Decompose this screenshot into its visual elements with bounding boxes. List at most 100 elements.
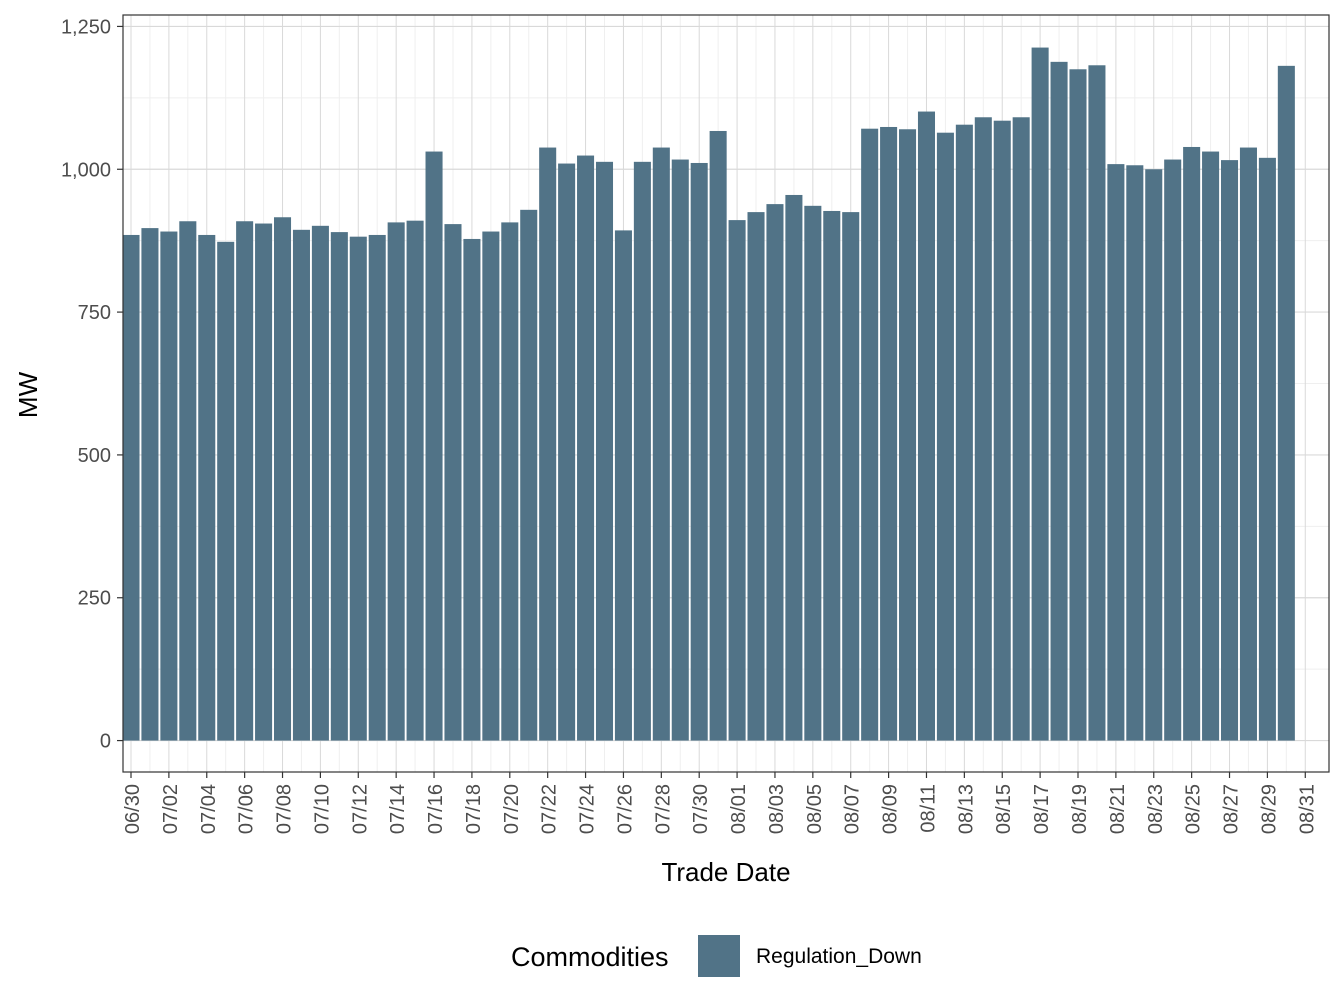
x-tick-label: 08/05 xyxy=(804,784,826,834)
bar-08-19 xyxy=(1069,69,1087,741)
bar-07-25 xyxy=(595,161,614,741)
bar-08-14 xyxy=(974,117,992,741)
x-axis: 06/30 07/02 07/04 07/06 07/08 07/10 07/12 07/14… xyxy=(122,772,1318,834)
x-tick-label: 07/06 xyxy=(236,784,258,834)
bar-08-23 xyxy=(1145,169,1163,741)
bar-07-12 xyxy=(349,236,367,741)
bar-08-07 xyxy=(842,212,860,741)
x-tick-label: 07/02 xyxy=(160,784,182,834)
legend-label-regulation-down: Regulation_Down xyxy=(756,945,922,968)
y-tick-label: 0 xyxy=(100,731,111,753)
x-tick-label: 08/27 xyxy=(1221,784,1243,834)
bar-08-03 xyxy=(766,204,784,741)
x-tick-label: 08/01 xyxy=(728,784,750,834)
x-tick-label: 08/07 xyxy=(842,784,864,834)
bar-08-02 xyxy=(747,212,765,741)
y-tick-label: 750 xyxy=(78,302,111,324)
bar-07-21 xyxy=(520,209,538,741)
x-tick-label: 07/20 xyxy=(501,784,523,834)
y-tick-label: 1,250 xyxy=(61,16,111,38)
bar-07-28 xyxy=(652,147,670,741)
bar-07-11 xyxy=(330,232,348,741)
bar-07-22 xyxy=(539,147,557,741)
bar-07-18 xyxy=(463,238,481,741)
bar-06-30 xyxy=(122,234,140,741)
legend-title: Commodities xyxy=(511,942,669,972)
x-axis-title: Trade Date xyxy=(661,857,790,887)
bar-08-30 xyxy=(1277,65,1295,741)
bar-08-16 xyxy=(1012,117,1030,741)
bar-08-28 xyxy=(1239,147,1257,741)
x-tick-label: 07/18 xyxy=(463,784,485,834)
bar-07-04 xyxy=(198,234,216,741)
bar-08-13 xyxy=(955,124,973,741)
x-tick-label: 07/08 xyxy=(274,784,296,834)
x-tick-label: 08/11 xyxy=(917,784,939,833)
x-tick-label: 08/19 xyxy=(1069,784,1091,834)
bar-08-29 xyxy=(1258,157,1276,741)
x-tick-label: 07/28 xyxy=(652,784,674,834)
y-tick-label: 1,000 xyxy=(61,159,111,181)
bar-07-06 xyxy=(236,221,254,741)
x-tick-label: 08/03 xyxy=(766,784,788,834)
bar-08-20 xyxy=(1088,65,1106,741)
bar-07-26 xyxy=(614,230,632,741)
legend: Commodities Regulation_Down xyxy=(511,935,922,977)
bar-07-24 xyxy=(577,155,595,741)
bar-07-15 xyxy=(406,220,424,741)
bar-08-04 xyxy=(785,194,803,741)
bar-07-20 xyxy=(501,222,519,741)
x-tick-label: 08/25 xyxy=(1183,784,1205,834)
bar-07-07 xyxy=(255,223,273,741)
plot-panel-border xyxy=(122,14,1330,773)
bar-07-13 xyxy=(368,234,386,741)
y-tick-label: 500 xyxy=(78,445,111,467)
x-tick-label: 08/13 xyxy=(955,784,977,834)
x-tick-label: 07/30 xyxy=(690,784,712,834)
bar-08-24 xyxy=(1164,159,1182,741)
x-tick-label: 08/17 xyxy=(1031,784,1053,834)
bar-07-14 xyxy=(387,222,405,741)
bar-08-12 xyxy=(936,132,954,741)
bar-07-29 xyxy=(671,159,689,741)
y-axis-title: MW xyxy=(13,371,43,418)
bar-08-10 xyxy=(899,129,917,741)
bar-08-25 xyxy=(1183,146,1201,741)
bar-08-21 xyxy=(1107,164,1125,741)
bar-08-27 xyxy=(1220,160,1239,741)
x-tick-label: 07/10 xyxy=(311,784,333,834)
bar-08-15 xyxy=(993,120,1011,741)
bar-08-26 xyxy=(1202,151,1220,741)
x-tick-label: 08/23 xyxy=(1145,784,1167,834)
x-tick-label: 07/26 xyxy=(614,784,636,834)
x-tick-label: 07/04 xyxy=(198,784,220,834)
bar-07-16 xyxy=(425,151,443,741)
x-tick-label: 08/09 xyxy=(880,784,902,834)
bar-07-05 xyxy=(217,241,235,741)
bar-08-06 xyxy=(823,210,841,741)
bar-08-05 xyxy=(804,205,822,741)
x-tick-label: 06/30 xyxy=(122,784,144,834)
bar-08-17 xyxy=(1031,47,1049,741)
bar-08-18 xyxy=(1050,61,1068,741)
bar-08-22 xyxy=(1126,165,1144,741)
bar-07-01 xyxy=(141,228,159,741)
bar-07-09 xyxy=(292,229,310,741)
bar-07-30 xyxy=(690,162,708,741)
bar-07-10 xyxy=(311,225,329,741)
bar-08-08 xyxy=(861,128,879,741)
bar-08-01 xyxy=(728,220,746,741)
bar-07-17 xyxy=(444,224,462,741)
bars-series-regulation-down xyxy=(122,47,1295,741)
bar-07-08 xyxy=(273,217,292,741)
x-tick-label: 08/31 xyxy=(1296,784,1318,834)
x-tick-label: 08/21 xyxy=(1107,784,1129,834)
bar-07-03 xyxy=(179,221,197,741)
bar-08-09 xyxy=(880,126,898,741)
bar-07-19 xyxy=(482,231,500,741)
bar-08-11 xyxy=(917,111,936,741)
y-axis: 0 250 500 750 1,000 1,250 xyxy=(61,16,123,753)
x-tick-label: 07/14 xyxy=(387,784,409,834)
bar-07-23 xyxy=(558,163,576,741)
